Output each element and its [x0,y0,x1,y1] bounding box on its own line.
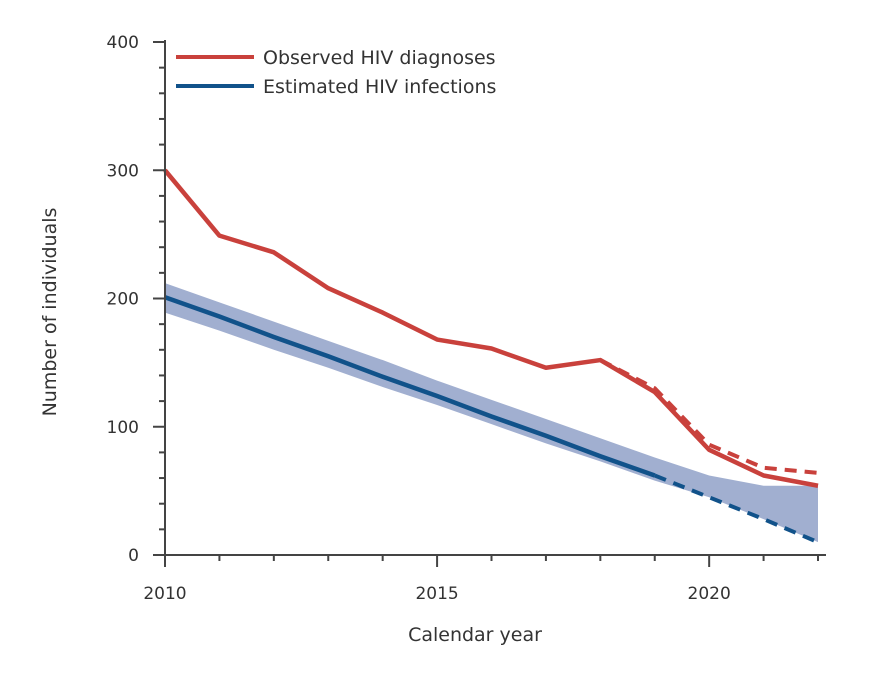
y-axis-label: Number of individuals [39,208,61,417]
y-tick-label: 300 [107,161,139,181]
x-tick-label: 2020 [688,584,731,604]
dashed-line-estimated [654,473,819,545]
y-tick-label: 400 [107,33,139,53]
observed-line [163,168,819,488]
x-axis-label: Calendar year [408,624,542,646]
legend: Observed HIV diagnoses Estimated HIV inf… [176,47,496,98]
x-tick-label: 2010 [143,584,186,604]
legend-label-observed: Observed HIV diagnoses [263,47,496,69]
x-tick-label: 2015 [415,584,458,604]
y-tick-label: 0 [128,546,139,566]
y-tick-label: 100 [107,418,139,438]
y-tick-label: 200 [107,290,139,310]
legend-label-estimated: Estimated HIV infections [263,76,496,98]
estimated-line [164,295,656,478]
